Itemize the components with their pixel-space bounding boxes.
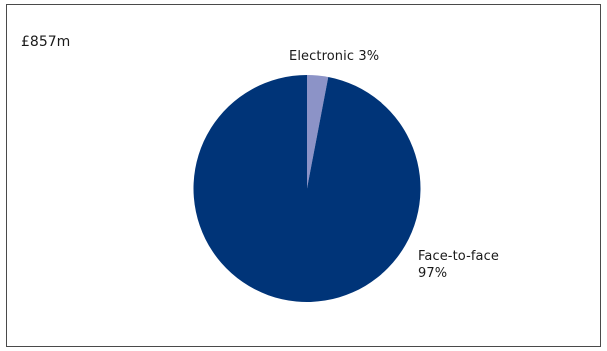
slice-label-face-to-face: Face-to-face 97% — [418, 248, 499, 282]
slice-label-electronic: Electronic 3% — [289, 48, 379, 65]
pie-slice-face-to-face — [193, 75, 420, 302]
slice-value-face-to-face: 97% — [418, 265, 499, 282]
slice-value-electronic: 3% — [358, 49, 379, 64]
slice-name-electronic: Electronic — [289, 49, 354, 64]
slice-name-face-to-face: Face-to-face — [418, 248, 499, 265]
